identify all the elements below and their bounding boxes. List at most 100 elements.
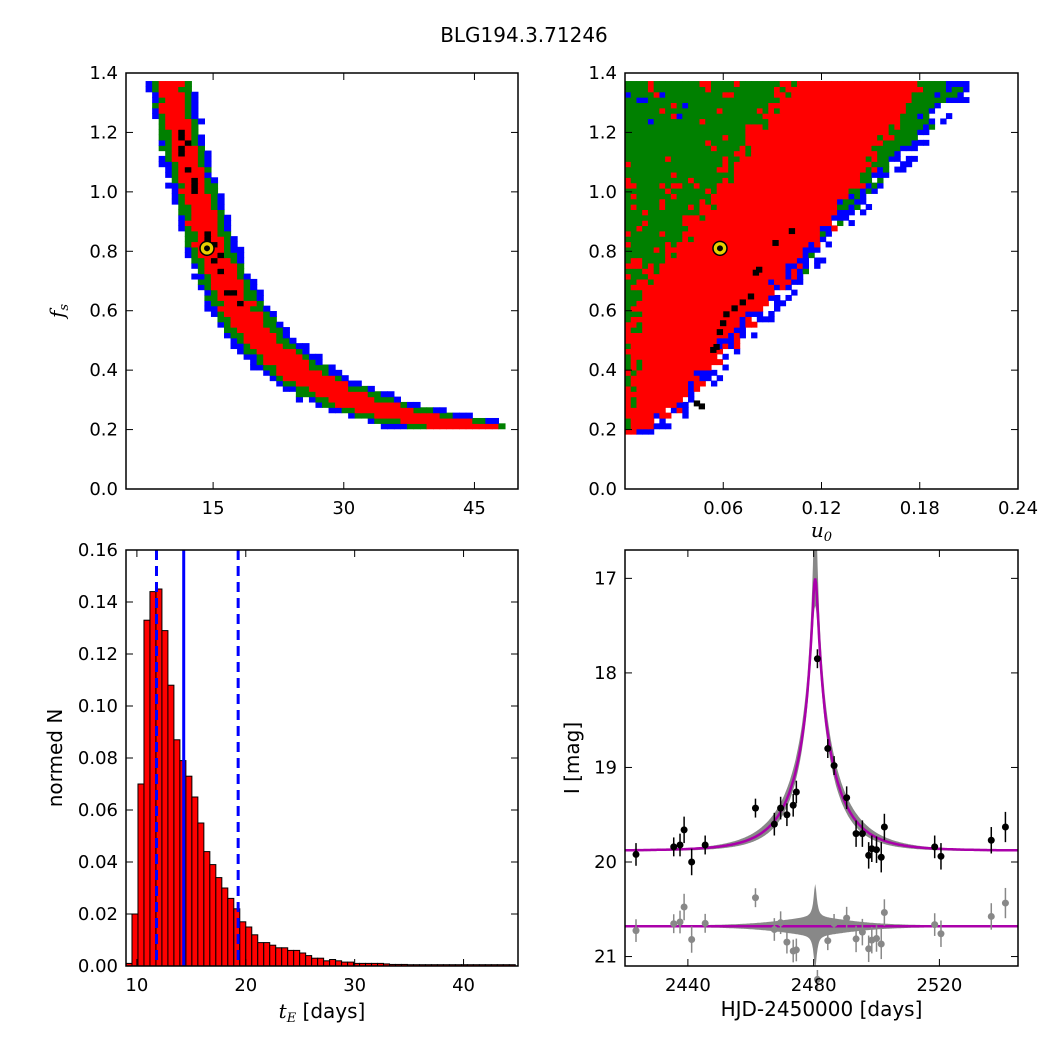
heatmap-cell — [756, 220, 764, 227]
heatmap-cell — [722, 305, 729, 312]
heatmap-cell — [676, 380, 683, 387]
heatmap-cell — [374, 407, 382, 414]
heatmap-cell — [825, 198, 832, 205]
heatmap-cell — [682, 380, 689, 387]
heatmap-cell — [739, 107, 746, 114]
heatmap-cell — [722, 262, 729, 269]
residual-point — [1001, 899, 1009, 907]
heatmap-cell — [670, 209, 678, 216]
heatmap-cell — [842, 113, 850, 120]
heatmap-cell — [854, 187, 861, 194]
heatmap-cell — [882, 97, 890, 104]
heatmap-cell — [659, 252, 666, 259]
heatmap-cell — [647, 198, 655, 205]
heatmap-cell — [842, 166, 850, 173]
heatmap-cell — [191, 273, 199, 280]
heatmap-cell — [688, 214, 695, 221]
heatmap-cell — [171, 118, 179, 125]
heatmap-cell — [848, 145, 855, 152]
heatmap-cell — [756, 139, 764, 146]
heatmap-cell — [774, 278, 781, 285]
heatmap-cell — [642, 187, 649, 194]
heatmap-cell — [877, 155, 884, 162]
heatmap-cell — [670, 246, 678, 253]
heatmap-cell — [276, 359, 284, 366]
heatmap-cell — [250, 321, 258, 328]
heatmap-cell — [289, 348, 297, 355]
heatmap-cell — [682, 385, 689, 392]
heatmap-cell — [802, 107, 809, 114]
heatmap-cell — [722, 139, 729, 146]
heatmap-cell — [191, 214, 199, 221]
heatmap-cell — [282, 353, 290, 360]
heatmap-cell — [676, 150, 683, 157]
heatmap-cell — [774, 187, 781, 194]
x-axis-label: tE [days] — [279, 999, 366, 1026]
heatmap-cell — [665, 91, 672, 98]
heatmap-cell — [837, 118, 844, 125]
heatmap-cell — [722, 316, 729, 323]
heatmap-cell — [459, 417, 467, 424]
heatmap-cell — [848, 220, 855, 227]
heatmap-cell — [762, 129, 769, 136]
heatmap-cell — [917, 139, 924, 146]
heatmap-cell — [710, 257, 718, 264]
heatmap-cell — [191, 236, 199, 243]
heatmap-cell — [699, 214, 706, 221]
heatmap-cell — [204, 262, 212, 269]
heatmap-cell — [152, 91, 160, 98]
heatmap-cell — [900, 145, 907, 152]
heatmap-cell — [710, 198, 718, 205]
heatmap-cell — [722, 252, 729, 259]
heatmap-cell — [243, 278, 251, 285]
heatmap-cell — [676, 81, 683, 87]
heatmap-cell — [882, 113, 890, 120]
y-tick-label: 0.00 — [78, 956, 118, 977]
heatmap-cell — [263, 327, 271, 334]
heatmap-cell — [745, 204, 752, 210]
heatmap-cell — [191, 230, 199, 237]
heatmap-cell — [796, 139, 804, 146]
heatmap-cell — [768, 166, 775, 173]
heatmap-cell — [825, 123, 832, 130]
data-point — [877, 853, 885, 861]
heatmap-cell — [670, 278, 678, 285]
heatmap-cell — [791, 214, 798, 221]
heatmap-cell — [328, 396, 336, 403]
heatmap-cell — [774, 193, 781, 200]
heatmap-cell — [682, 278, 689, 285]
heatmap-cell — [699, 145, 706, 152]
heatmap-cell — [688, 220, 695, 227]
heatmap-cell — [768, 107, 775, 114]
heatmap-cell — [705, 316, 712, 323]
heatmap-cell — [745, 236, 752, 243]
heatmap-cell — [630, 113, 638, 120]
heatmap-cell — [751, 155, 758, 162]
heatmap-cell — [819, 129, 827, 136]
heatmap-cell — [393, 412, 401, 419]
heatmap-cell — [837, 187, 844, 194]
heatmap-cell — [171, 187, 179, 194]
heatmap-cell — [768, 262, 775, 269]
heatmap-cell — [328, 385, 336, 392]
heatmap-cell — [295, 385, 303, 392]
heatmap-cell — [289, 385, 297, 392]
heatmap-cell — [688, 187, 695, 194]
heatmap-cell — [171, 171, 179, 178]
heatmap-cell — [204, 171, 212, 178]
heatmap-cell — [774, 145, 781, 152]
heatmap-cell — [665, 337, 672, 344]
heatmap-cell — [831, 204, 838, 210]
heatmap-cell — [814, 145, 821, 152]
y-axis-label-subscript: s — [57, 304, 72, 311]
heatmap-cell — [722, 273, 729, 280]
heatmap-cell — [802, 252, 809, 259]
heatmap-cell — [676, 91, 683, 98]
heatmap-cell — [699, 337, 706, 344]
heatmap-cell — [184, 113, 192, 120]
heatmap-cell — [762, 97, 769, 104]
heatmap-cell — [636, 134, 643, 141]
heatmap-cell — [653, 289, 660, 296]
heatmap-cell — [825, 102, 832, 109]
heatmap-cell — [774, 107, 781, 114]
